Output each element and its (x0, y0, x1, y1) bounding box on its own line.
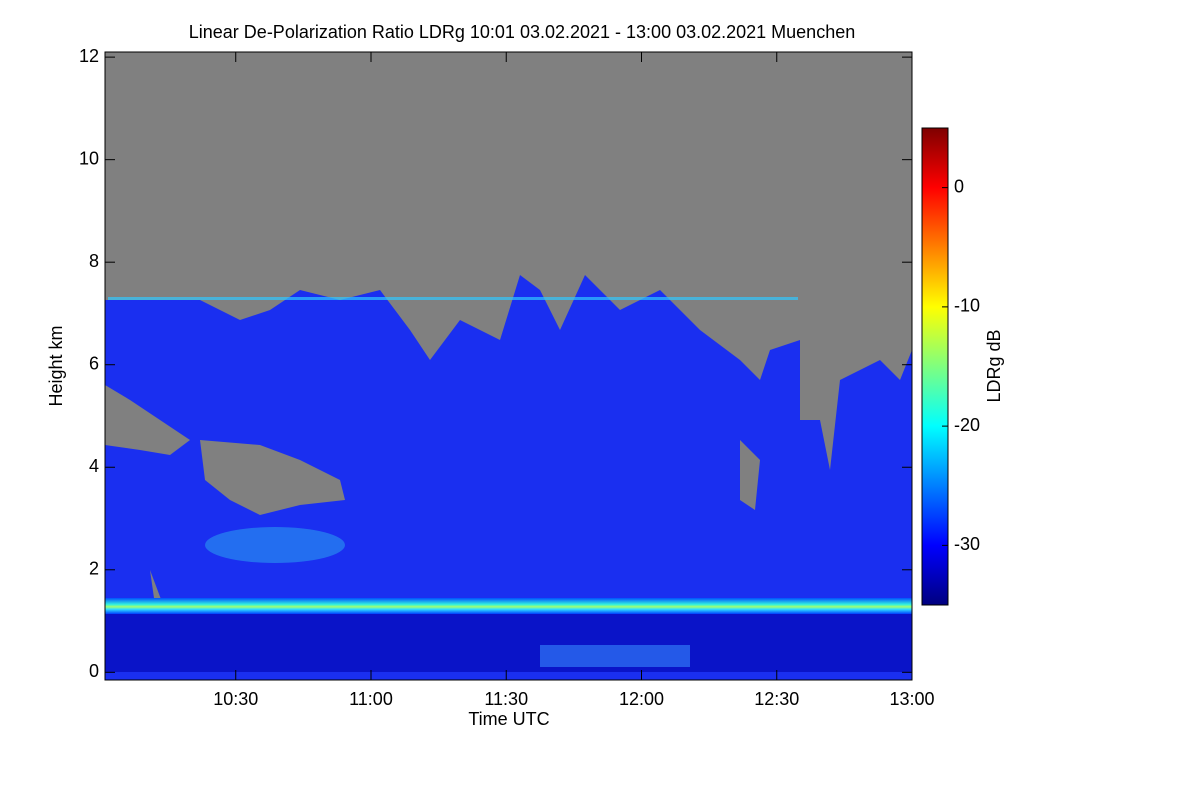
y-axis-label: Height km (46, 325, 66, 406)
thin-layer (108, 297, 798, 300)
lower-layer (540, 645, 690, 667)
cloud-layer (205, 527, 345, 563)
x-tick-label: 12:00 (619, 689, 664, 709)
lower-layer (105, 612, 912, 672)
colorbar-label: LDRg dB (984, 329, 1004, 402)
plot-frame (104, 51, 913, 681)
y-tick-label: 8 (89, 251, 99, 271)
x-tick-label: 10:30 (213, 689, 258, 709)
y-tick-label: 4 (89, 456, 99, 476)
colorbar (921, 127, 949, 606)
ldr-field (105, 52, 912, 680)
colorbar-tick-label: -10 (954, 296, 980, 316)
x-axis-label: Time UTC (468, 709, 549, 729)
gap (200, 440, 345, 515)
y-tick-label: 10 (79, 148, 99, 168)
colorbar-tick-label: -20 (954, 415, 980, 435)
x-tick-label: 12:30 (754, 689, 799, 709)
chart-title: Linear De-Polarization Ratio LDRg 10:01 … (189, 22, 855, 42)
x-tick-label: 11:00 (349, 689, 393, 709)
gap (105, 385, 190, 455)
x-tick-label: 13:00 (889, 689, 934, 709)
colorbar-tick-label: -30 (954, 534, 980, 554)
x-tick-label: 11:30 (484, 689, 528, 709)
cloud-region (105, 275, 912, 680)
y-tick-label: 0 (89, 661, 99, 681)
y-tick-label: 2 (89, 559, 99, 579)
gap (740, 440, 760, 510)
y-tick-label: 6 (89, 353, 99, 373)
y-tick-label: 12 (79, 46, 99, 66)
colorbar-tick-label: 0 (954, 176, 964, 196)
boundary-layer (105, 598, 912, 614)
